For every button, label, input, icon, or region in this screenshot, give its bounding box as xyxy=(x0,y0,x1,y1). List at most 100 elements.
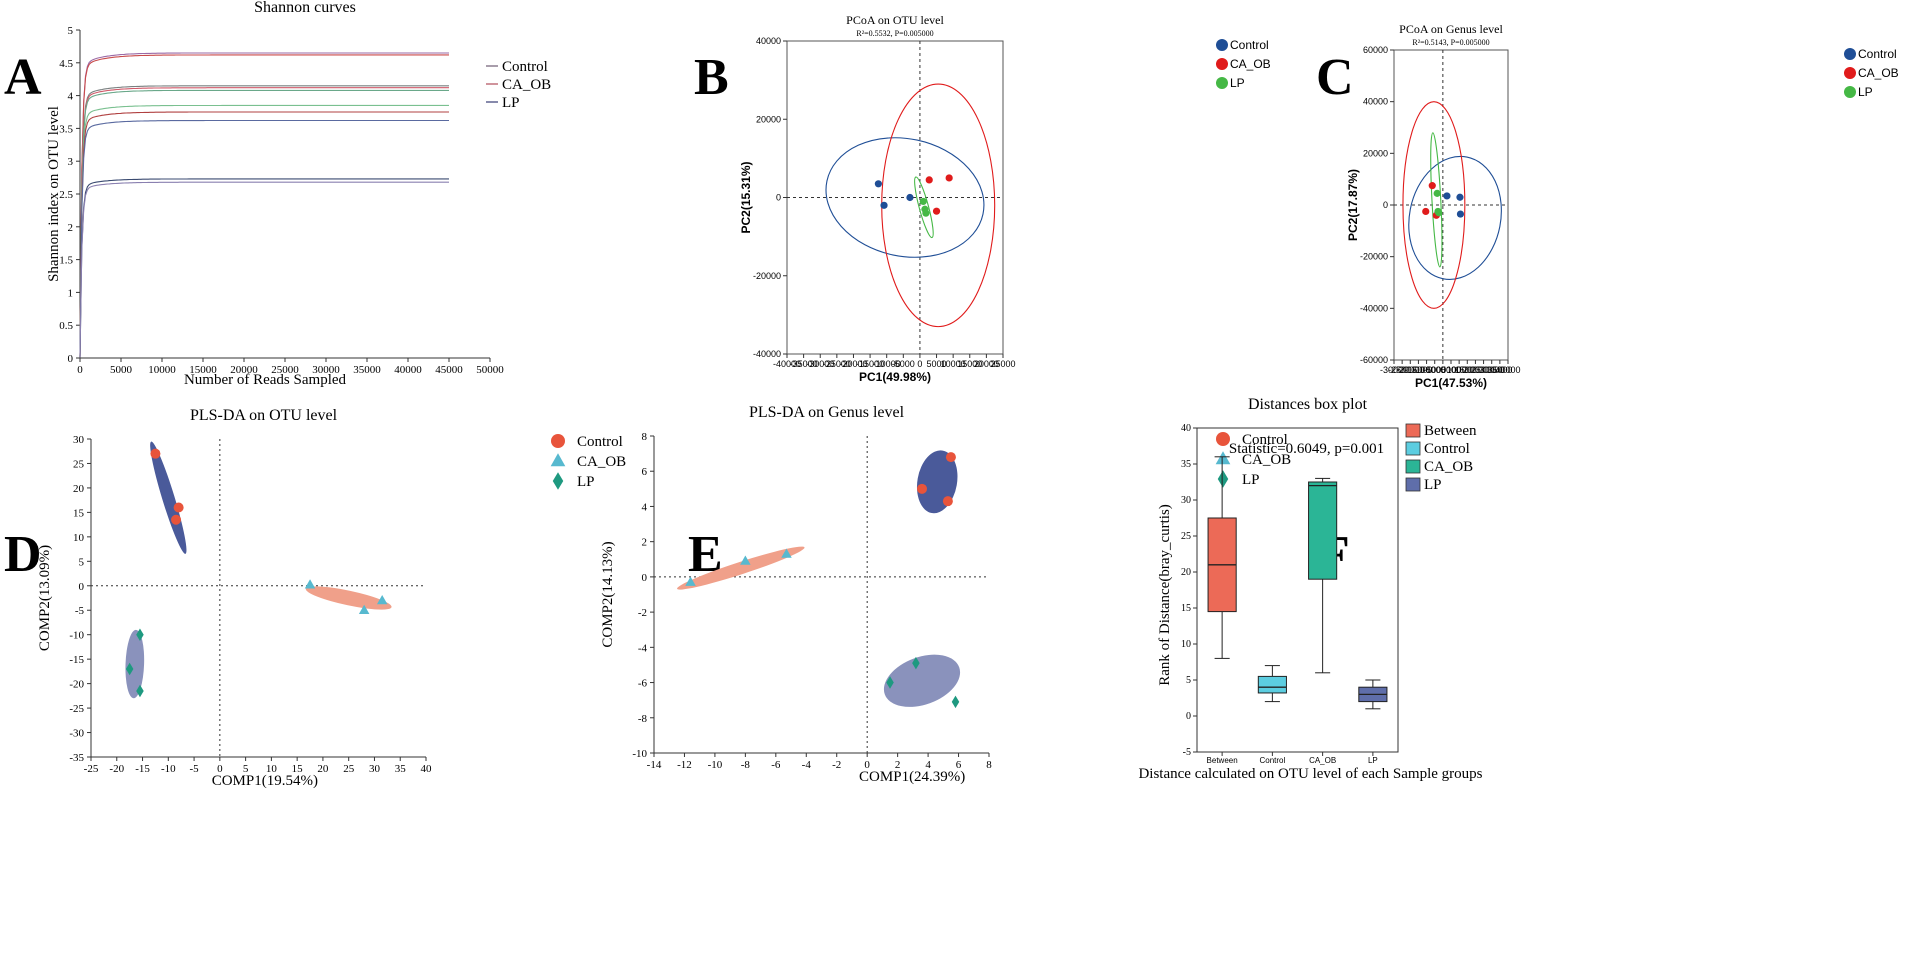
y-axis-label: COMP2(14.13%) xyxy=(600,541,616,647)
chart-title: PCoA on OTU level xyxy=(846,13,944,27)
x-tick-label: -4 xyxy=(802,759,812,771)
x-tick-label: -10 xyxy=(708,759,723,771)
y-tick-label: 0 xyxy=(68,353,74,365)
legend-label: LP xyxy=(1858,85,1873,99)
x-tick-label: -15 xyxy=(135,763,150,775)
x-tick-label: -12 xyxy=(677,759,692,771)
data-point xyxy=(874,180,882,188)
y-tick-label: -20000 xyxy=(1360,252,1388,262)
y-tick-label: -15 xyxy=(69,654,84,666)
legend-label: Control xyxy=(577,434,623,450)
data-point xyxy=(150,448,161,459)
y-tick-label: 2 xyxy=(642,537,648,549)
legend-label: CA_OB xyxy=(1424,459,1473,475)
y-tick-label: -8 xyxy=(638,713,648,725)
y-axis-label: COMP2(13.09%) xyxy=(37,545,53,651)
x-axis-label: PC1(47.53%) xyxy=(1415,376,1487,390)
data-point xyxy=(125,662,134,676)
y-tick-label: -20 xyxy=(69,679,84,691)
legend-marker xyxy=(1844,48,1856,60)
legend-marker xyxy=(1844,86,1856,98)
x-tick-label: 20000 xyxy=(974,359,999,369)
data-point xyxy=(1456,210,1465,218)
group-ellipse xyxy=(677,546,805,590)
x-tick-label: 25000 xyxy=(1471,365,1496,375)
panel-e-plsda-genus: PLS-DA on Genus level -10 -8 -6 -4 -2 0 2 4 6 8 -14… xyxy=(600,404,1291,785)
y-tick-label: 1 xyxy=(68,287,74,299)
x-tick-label: -15000 xyxy=(1404,365,1432,375)
legend-label: LP xyxy=(1424,477,1442,493)
legend-label: CA_OB xyxy=(502,77,551,93)
x-tick-label: 6 xyxy=(956,759,962,771)
confidence-ellipse xyxy=(1430,132,1443,268)
panel-c-pcoa-genus: PCoA on Genus level R²=0.5143, P=0.005000… xyxy=(1346,22,1899,390)
x-tick-label: 10000 xyxy=(148,364,176,376)
x-axis-label: PC1(49.98%) xyxy=(859,370,931,384)
x-tick-label: -30000 xyxy=(806,359,834,369)
data-point xyxy=(945,174,953,182)
rarefaction-curve xyxy=(79,119,449,358)
y-axis-label: Rank of Distance(bray_curtis) xyxy=(1157,504,1173,686)
legend-label: Control xyxy=(1242,432,1288,448)
y-tick-label: 5 xyxy=(68,25,74,37)
y-tick-label: 30 xyxy=(73,434,85,446)
y-tick-label: 0.5 xyxy=(59,320,73,332)
x-tick-label: 0 xyxy=(864,759,870,771)
stat-annotation: Statistic=0.6049, p=0.001 xyxy=(1229,441,1384,457)
x-tick-label: 5000 xyxy=(927,359,947,369)
x-axis-label: Number of Reads Sampled xyxy=(184,372,347,388)
confidence-ellipse xyxy=(1402,101,1466,309)
y-tick-label: 0 xyxy=(642,572,648,584)
data-point xyxy=(136,684,144,698)
legend-marker xyxy=(1216,58,1228,70)
y-tick-label: 40000 xyxy=(756,36,781,46)
x-tick-label: -20 xyxy=(109,763,124,775)
x-tick-label: 40000 xyxy=(1495,365,1520,375)
y-tick-label: 20 xyxy=(1181,567,1191,578)
y-tick-label: -40000 xyxy=(753,349,781,359)
y-tick-label: 35 xyxy=(1181,459,1191,470)
data-point xyxy=(922,209,930,217)
group-ellipse xyxy=(305,586,392,610)
y-tick-label: 4 xyxy=(68,91,74,103)
data-point xyxy=(1434,207,1442,216)
x-axis-label: COMP1(19.54%) xyxy=(212,773,318,789)
chart-title: PLS-DA on Genus level xyxy=(749,404,905,421)
x-tick-label: 15000 xyxy=(189,364,217,376)
legend-swatch xyxy=(1405,423,1421,438)
data-point xyxy=(880,201,888,209)
y-tick-label: 0 xyxy=(79,581,85,593)
data-point xyxy=(932,207,941,215)
y-tick-label: 5 xyxy=(79,556,85,568)
x-tick-label: 50000 xyxy=(476,364,504,376)
x-tick-label: -40000 xyxy=(773,359,801,369)
x-tick-label: 5 xyxy=(243,763,249,775)
y-tick-label: 0 xyxy=(776,193,781,203)
y-tick-label: 30 xyxy=(1181,495,1191,506)
plot-frame xyxy=(1196,427,1399,753)
x-tick-label: 0 xyxy=(217,763,223,775)
y-tick-label: -6 xyxy=(638,678,648,690)
x-tick-label: -8 xyxy=(741,759,751,771)
x-tick-label: Control xyxy=(1259,756,1285,765)
data-point xyxy=(171,514,182,525)
legend-label: LP xyxy=(1242,472,1260,488)
panel-b-pcoa-otu: PCoA on OTU level R²=0.5532, P=0.005000 -4… xyxy=(739,13,1271,384)
x-tick-label: -14 xyxy=(647,759,662,771)
legend-label: Control xyxy=(1230,38,1269,52)
y-tick-label: 15 xyxy=(73,507,85,519)
data-point xyxy=(925,176,933,184)
chart-title: PLS-DA on OTU level xyxy=(190,407,338,424)
x-tick-label: -5000 xyxy=(892,359,915,369)
x-tick-label: 45000 xyxy=(435,364,463,376)
rarefaction-curve xyxy=(79,178,449,358)
x-tick-label: -2 xyxy=(832,759,841,771)
group-ellipse xyxy=(883,654,961,707)
y-tick-label: 3 xyxy=(68,156,74,168)
y-tick-label: 4 xyxy=(642,501,648,513)
x-tick-label: -10000 xyxy=(1413,365,1441,375)
panel-d-plsda-otu: PLS-DA on OTU level -35 -30 -25 -20 -15 -10 -5 0… xyxy=(37,407,626,789)
legend-marker xyxy=(1844,67,1856,79)
confidence-ellipse xyxy=(1408,155,1502,280)
data-point xyxy=(951,695,960,709)
